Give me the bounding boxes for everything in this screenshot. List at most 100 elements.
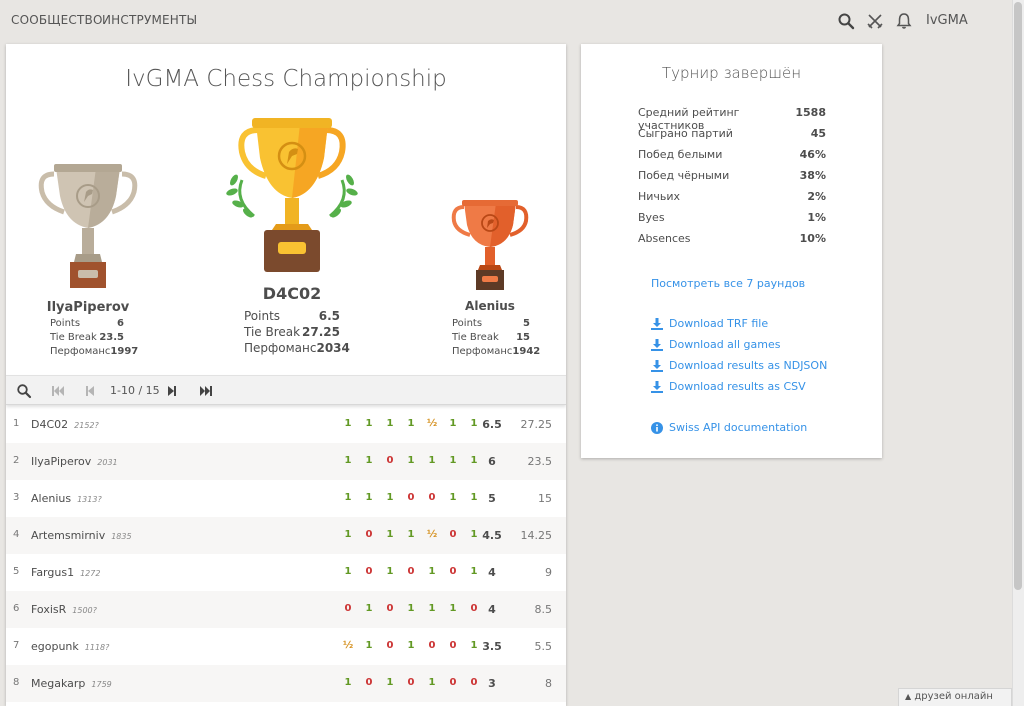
tiebreak: 8.5 (534, 603, 553, 616)
round-result[interactable]: 1 (470, 418, 478, 429)
round-result[interactable]: 1 (428, 677, 436, 688)
round-result[interactable]: 0 (449, 640, 457, 651)
round-result[interactable]: 1 (407, 640, 415, 651)
podium-second-name[interactable]: IlyaPiperov (46, 300, 130, 315)
podium-first-name[interactable]: D4C02 (262, 284, 322, 303)
table-row[interactable]: 8 Megakarp 1759 1 0 1 0 1 0 0 3 8 (6, 665, 566, 702)
round-result[interactable]: 1 (407, 455, 415, 466)
round-result[interactable]: 0 (386, 455, 394, 466)
next-page-icon[interactable] (164, 383, 180, 399)
player-link[interactable]: IlyaPiperov 2031 (31, 455, 118, 468)
player-link[interactable]: Artemsmirniv 1835 (31, 529, 132, 542)
round-result[interactable]: 1 (449, 418, 457, 429)
round-result[interactable]: 1 (470, 455, 478, 466)
round-result[interactable]: 1 (428, 566, 436, 577)
round-result[interactable]: 0 (449, 677, 457, 688)
round-result[interactable]: 0 (470, 603, 478, 614)
round-result[interactable]: 0 (365, 529, 373, 540)
round-result[interactable]: 1 (344, 418, 352, 429)
round-result[interactable]: 1 (344, 492, 352, 503)
crossed-swords-icon[interactable] (866, 12, 884, 30)
round-result[interactable]: 0 (386, 603, 394, 614)
round-result[interactable]: 1 (344, 566, 352, 577)
scrollbar[interactable] (1012, 0, 1024, 706)
round-result[interactable]: 1 (407, 603, 415, 614)
table-row[interactable]: 1 D4C02 2152? 1 1 1 1 ½ 1 1 6.5 27.25 (6, 406, 566, 443)
table-row[interactable]: 6 FoxisR 1500? 0 1 0 1 1 1 0 4 8.5 (6, 591, 566, 628)
stat-label: Побед чёрными (638, 169, 730, 182)
player-link[interactable]: D4C02 2152? (31, 418, 99, 431)
round-result[interactable]: 1 (470, 640, 478, 651)
download-csv-link[interactable]: Download results as CSV (651, 380, 806, 393)
round-result[interactable]: 0 (407, 566, 415, 577)
round-result[interactable]: 1 (365, 603, 373, 614)
player-link[interactable]: Fargus1 1272 (31, 566, 100, 579)
download-ndjson-link[interactable]: Download results as NDJSON (651, 359, 827, 372)
round-result[interactable]: 0 (407, 677, 415, 688)
round-result[interactable]: 1 (449, 455, 457, 466)
user-menu[interactable]: IvGMA (926, 13, 968, 28)
player-link[interactable]: FoxisR 1500? (31, 603, 97, 616)
search-icon[interactable] (16, 383, 32, 399)
round-result[interactable]: 1 (449, 603, 457, 614)
table-row[interactable]: 2 IlyaPiperov 2031 1 1 0 1 1 1 1 6 23.5 (6, 443, 566, 480)
round-result[interactable]: ½ (426, 418, 438, 429)
round-result[interactable]: 0 (449, 566, 457, 577)
tiebreak-label: Tie Break (452, 332, 499, 343)
round-result[interactable]: 1 (344, 529, 352, 540)
round-result[interactable]: 1 (386, 418, 394, 429)
scrollbar-thumb[interactable] (1014, 2, 1022, 590)
round-result[interactable]: ½ (426, 529, 438, 540)
prev-page-icon[interactable] (82, 383, 98, 399)
round-result[interactable]: 0 (428, 492, 436, 503)
round-result[interactable]: 1 (386, 566, 394, 577)
nav-tools[interactable]: ИНСТРУМЕНТЫ (102, 13, 198, 27)
table-row[interactable]: 4 Artemsmirniv 1835 1 0 1 1 ½ 0 1 4.5 14.25 (6, 517, 566, 554)
round-result[interactable]: 1 (365, 418, 373, 429)
round-result[interactable]: 1 (407, 418, 415, 429)
round-result[interactable]: 1 (470, 529, 478, 540)
round-result[interactable]: 1 (428, 603, 436, 614)
last-page-icon[interactable] (198, 383, 214, 399)
player-link[interactable]: Megakarp 1759 (31, 677, 112, 690)
player-link[interactable]: egopunk 1118? (31, 640, 109, 653)
round-result[interactable]: 0 (449, 529, 457, 540)
player-link[interactable]: Alenius 1313? (31, 492, 102, 505)
first-page-icon[interactable] (50, 383, 66, 399)
round-result[interactable]: 1 (386, 529, 394, 540)
round-result[interactable]: 0 (386, 640, 394, 651)
search-icon[interactable] (837, 12, 855, 30)
view-rounds-link[interactable]: Посмотреть все 7 раундов (651, 277, 806, 290)
download-trf-link[interactable]: Download TRF file (651, 317, 768, 330)
table-row[interactable]: 7 egopunk 1118? ½ 1 0 1 0 0 1 3.5 5.5 (6, 628, 566, 665)
table-row[interactable]: 5 Fargus1 1272 1 0 1 0 1 0 1 4 9 (6, 554, 566, 591)
stat-value: 45 (810, 127, 826, 140)
round-result[interactable]: 0 (365, 566, 373, 577)
podium-third-name[interactable]: Alenius (465, 299, 515, 313)
round-result[interactable]: 1 (365, 455, 373, 466)
round-result[interactable]: 1 (449, 492, 457, 503)
nav-community[interactable]: СООБЩЕСТВО (11, 13, 103, 27)
round-result[interactable]: 1 (386, 677, 394, 688)
round-result[interactable]: 0 (407, 492, 415, 503)
round-result[interactable]: 1 (407, 529, 415, 540)
round-result[interactable]: ½ (342, 640, 354, 651)
round-result[interactable]: 0 (344, 603, 352, 614)
api-doc-link[interactable]: Swiss API documentation (651, 421, 807, 434)
round-result[interactable]: 1 (428, 455, 436, 466)
round-result[interactable]: 1 (386, 492, 394, 503)
round-result[interactable]: 1 (470, 566, 478, 577)
bell-icon[interactable] (895, 12, 913, 30)
round-result[interactable]: 1 (470, 492, 478, 503)
table-row[interactable]: 3 Alenius 1313? 1 1 1 0 0 1 1 5 15 (6, 480, 566, 517)
round-result[interactable]: 1 (365, 492, 373, 503)
round-result[interactable]: 1 (344, 455, 352, 466)
round-result[interactable]: 0 (365, 677, 373, 688)
round-result[interactable]: 0 (428, 640, 436, 651)
friends-online-toggle[interactable]: ▲ друзей онлайн (898, 688, 1012, 706)
round-result[interactable]: 1 (365, 640, 373, 651)
round-result[interactable]: 0 (470, 677, 478, 688)
player-name: IlyaPiperov (31, 455, 92, 468)
download-games-link[interactable]: Download all games (651, 338, 780, 351)
round-result[interactable]: 1 (344, 677, 352, 688)
